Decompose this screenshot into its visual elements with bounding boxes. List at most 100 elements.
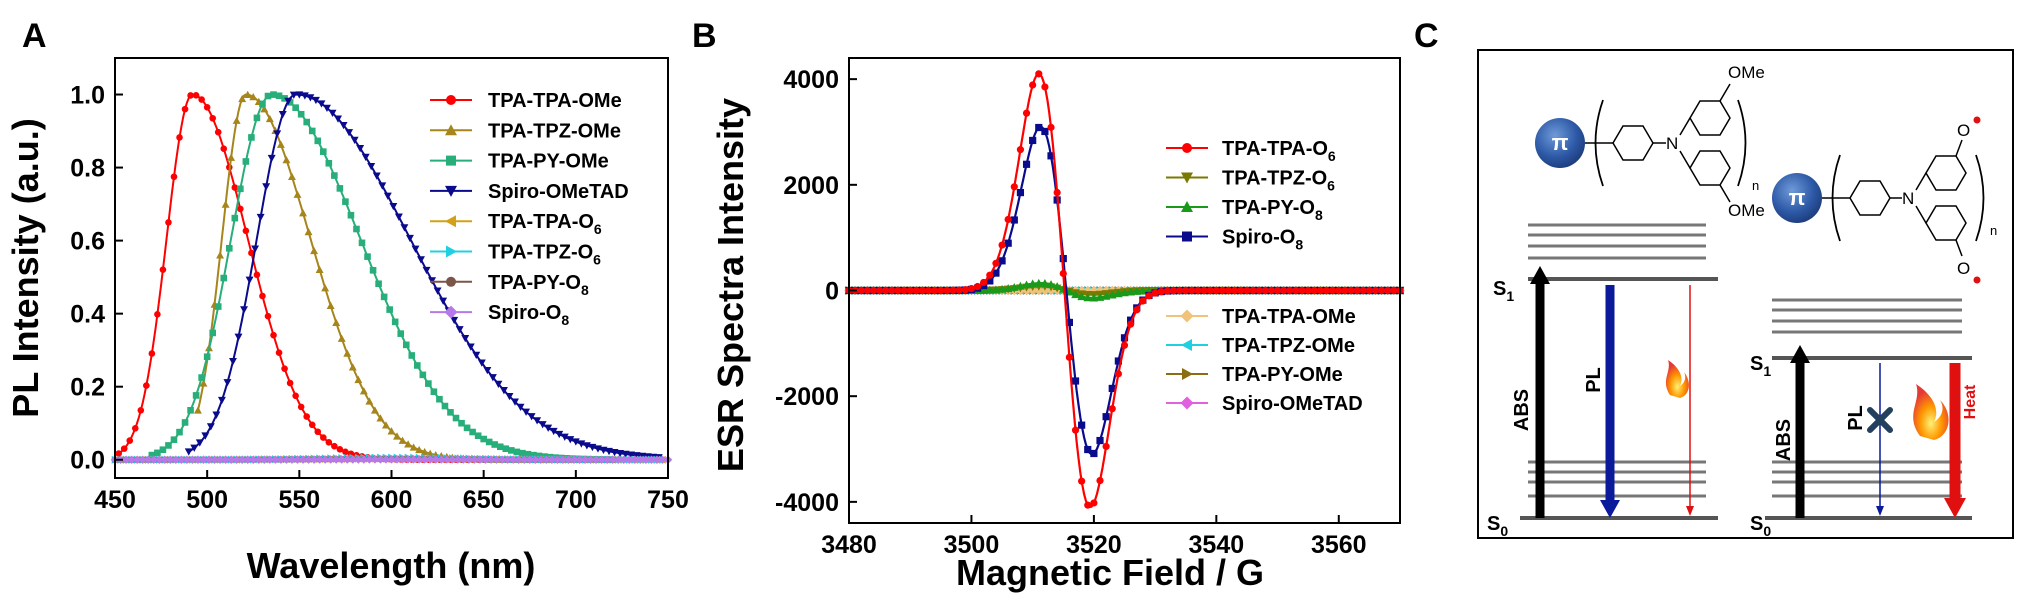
panel-a-y-tick-label: 0.8	[70, 155, 105, 183]
panel-b-point	[1102, 413, 1110, 421]
panel-b-point	[894, 286, 902, 295]
panel-a-point	[332, 318, 341, 326]
panel-a-point	[514, 455, 523, 464]
panel-a-point	[353, 225, 360, 233]
panel-a-point	[319, 148, 327, 155]
panel-b-point	[1304, 286, 1312, 295]
panel-a-legend-label: TPA-TPZ-OMe	[488, 120, 621, 142]
panel-b-point	[1059, 269, 1067, 278]
panel-b-point	[1096, 476, 1104, 485]
panel-b-point	[1127, 320, 1135, 328]
panel-a-y-tick-label: 0.4	[70, 301, 105, 329]
panel-b-legend-marker	[1182, 143, 1192, 153]
panel-a-point	[452, 414, 460, 422]
panel-a-point	[376, 414, 385, 422]
panel-a-point	[536, 455, 546, 464]
panel-a-x-tick-label: 500	[186, 486, 228, 514]
panel-a-point	[488, 374, 497, 382]
panel-b-x-tick-label: 3560	[1311, 531, 1367, 559]
panel-a-point	[425, 380, 432, 387]
panel-a-point	[610, 448, 619, 457]
panel-a-point	[242, 158, 250, 165]
panel-c-diagram: π N OMe OMe n π N	[1477, 49, 2014, 539]
panel-b-point	[1157, 288, 1165, 296]
panel-b-legend-marker	[1181, 172, 1193, 184]
panel-a-point	[365, 455, 374, 464]
panel-a-point	[331, 442, 338, 450]
panel-a-point	[414, 362, 421, 369]
panel-a-point	[386, 306, 393, 313]
panel-b-point	[1182, 286, 1190, 295]
panel-a-y-tick-label: 0.6	[70, 228, 105, 256]
panel-b-point	[980, 278, 988, 287]
panel-b-series-TPA-TPA-O6	[845, 70, 1404, 509]
panel-b-point	[1212, 286, 1220, 295]
panel-a-point	[613, 455, 623, 465]
panel-a-point	[203, 353, 211, 361]
panel-a-legend-marker	[446, 245, 457, 258]
panel-b-point	[1052, 282, 1062, 291]
panel-a-point	[242, 227, 250, 235]
panel-b-point	[1249, 286, 1257, 295]
panel-b-point	[1101, 291, 1111, 300]
panel-a-point	[331, 455, 341, 464]
panel-b-point	[1322, 286, 1331, 295]
panel-a-point	[209, 114, 216, 122]
panel-b-point	[1120, 288, 1129, 297]
panel-b-point	[1169, 287, 1178, 295]
panel-b-point	[943, 286, 951, 295]
panel-b-plot-area	[844, 70, 1405, 509]
repeat-n-right: n	[1990, 223, 1997, 238]
panel-a-point	[630, 455, 640, 465]
panel-b-legend-label: Spiro-OMeTAD	[1222, 393, 1363, 415]
panel-b-point	[1078, 421, 1086, 429]
panel-a-point	[232, 455, 241, 464]
panel-a-point	[323, 104, 331, 112]
panel-a-point	[137, 407, 145, 414]
molecule-ome: π N OMe OMe n	[1535, 63, 1765, 220]
panel-a-point	[474, 432, 482, 440]
panel-a-point	[486, 455, 496, 464]
panel-a-x-tick-label: 550	[278, 486, 320, 514]
panel-a-chart: 450 500 550 600 650 700 7500.00.20.40.60.81.0 …	[5, 57, 689, 586]
panel-b-legend-marker	[1180, 396, 1194, 410]
panel-a-point	[314, 137, 322, 145]
panel-a-point	[342, 455, 352, 464]
panel-a-point	[632, 452, 641, 460]
panel-a-series-Spiro-O8	[110, 455, 673, 465]
pi-symbol-left: π	[1552, 130, 1569, 155]
panel-b-y-tick-label: 4000	[783, 66, 839, 94]
panel-b-x-axis-title: Magnetic Field / G	[956, 552, 1264, 593]
panel-a-point	[530, 455, 540, 464]
pi-core-sphere-left	[1535, 118, 1585, 168]
cross-icon	[1867, 407, 1893, 433]
pi-symbol-right: π	[1789, 185, 1806, 210]
panel-a-point	[535, 452, 543, 460]
panel-a-point	[485, 438, 493, 446]
panel-b-point	[1378, 286, 1386, 295]
panel-a-point	[148, 350, 156, 357]
panel-b-point	[985, 285, 995, 294]
panel-b-legend-label: TPA-TPA-OMe	[1222, 306, 1356, 328]
panel-a-point	[409, 455, 418, 464]
panel-a-point	[317, 100, 326, 108]
panel-a-point	[361, 153, 370, 162]
panel-a-point	[243, 90, 252, 98]
s1-label-right: S1	[1750, 353, 1771, 379]
panel-a-point	[115, 450, 122, 457]
panel-a-point	[201, 432, 210, 440]
molecule-radical: π N O O n	[1772, 116, 1997, 284]
panel-b-point	[992, 259, 1000, 267]
panel-b-legend-label: TPA-PY-OMe	[1222, 364, 1343, 386]
radical-dot-icon	[1973, 276, 1981, 284]
panel-b-point	[1096, 436, 1104, 445]
panel-a-point	[298, 455, 308, 464]
panel-a-point	[286, 379, 294, 387]
panel-a-point	[181, 105, 189, 113]
panel-a-point	[293, 190, 302, 198]
panel-b-point	[1231, 286, 1239, 295]
panel-a-legend-marker	[446, 155, 456, 166]
panel-a-point	[647, 455, 656, 465]
panel-a-point	[372, 172, 381, 180]
panel-a-point	[303, 413, 311, 420]
